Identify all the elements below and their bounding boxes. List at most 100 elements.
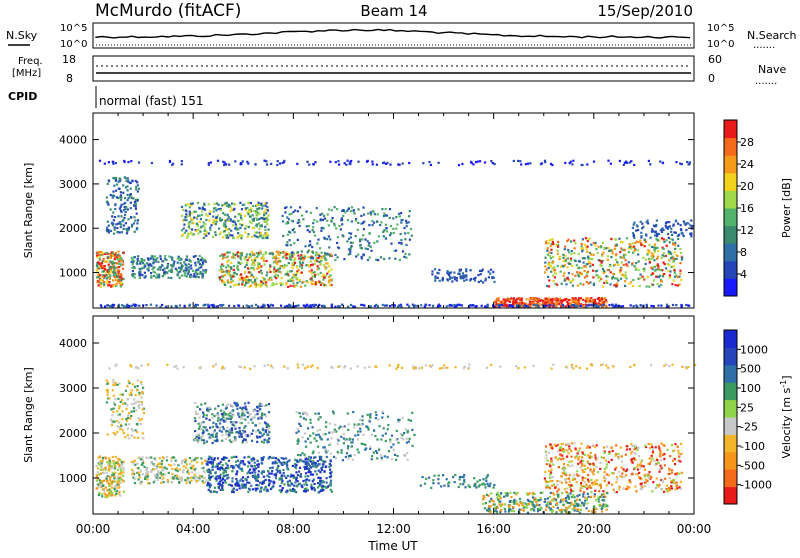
- data-cell: [187, 215, 189, 217]
- data-cell: [375, 450, 377, 452]
- data-cell: [120, 257, 122, 259]
- data-cell: [310, 212, 312, 214]
- data-cell: [193, 275, 195, 277]
- data-cell: [234, 257, 236, 259]
- data-cell: [241, 235, 243, 237]
- data-cell: [221, 467, 223, 469]
- data-cell: [227, 279, 229, 281]
- data-cell: [257, 254, 259, 256]
- data-cell: [648, 160, 650, 162]
- data-cell: [325, 433, 327, 435]
- data-cell: [252, 422, 254, 424]
- data-cell: [666, 221, 668, 223]
- data-cell: [115, 382, 117, 384]
- data-cell: [97, 484, 99, 486]
- data-cell: [190, 265, 192, 267]
- data-cell: [254, 163, 256, 165]
- data-cell: [645, 258, 647, 260]
- data-cell: [106, 480, 108, 482]
- data-cell: [648, 286, 650, 288]
- data-cell: [310, 281, 312, 283]
- data-cell: [103, 283, 105, 285]
- data-cell: [127, 398, 129, 400]
- data-cell: [561, 283, 563, 285]
- data-cell: [203, 426, 205, 428]
- data-cell: [265, 205, 267, 207]
- data-cell: [322, 446, 324, 448]
- data-cell: [586, 248, 588, 250]
- data-cell: [122, 394, 124, 396]
- data-cell: [138, 417, 140, 419]
- data-cell: [302, 259, 304, 261]
- data-cell: [230, 286, 232, 288]
- data-cell: [108, 469, 110, 471]
- data-cell: [200, 218, 202, 220]
- data-cell: [134, 220, 136, 222]
- data-cell: [381, 208, 383, 210]
- data-cell: [329, 423, 331, 425]
- data-cell: [273, 270, 275, 272]
- data-cell: [487, 304, 489, 306]
- data-cell: [168, 255, 170, 257]
- data-cell: [395, 459, 397, 461]
- data-cell: [618, 238, 620, 240]
- data-cell: [477, 274, 479, 276]
- data-cell: [312, 229, 314, 231]
- data-cell: [320, 258, 322, 260]
- data-cell: [277, 268, 279, 270]
- data-cell: [204, 223, 206, 225]
- data-cell: [103, 480, 105, 482]
- data-cell: [380, 256, 382, 258]
- data-cell: [123, 160, 125, 162]
- data-cell: [127, 208, 129, 210]
- data-cell: [134, 273, 136, 275]
- data-cell: [310, 422, 312, 424]
- data-cell: [297, 222, 299, 224]
- data-cell: [260, 490, 262, 492]
- data-cell: [114, 271, 116, 273]
- data-cell: [326, 477, 328, 479]
- data-cell: [643, 279, 645, 281]
- data-cell: [640, 232, 642, 234]
- data-cell: [273, 261, 275, 263]
- data-cell: [286, 265, 288, 267]
- data-cell: [658, 233, 660, 235]
- data-cell: [111, 487, 113, 489]
- data-cell: [292, 264, 294, 266]
- data-cell: [292, 465, 294, 467]
- data-cell: [162, 269, 164, 271]
- data-cell: [152, 468, 154, 470]
- data-cell: [160, 258, 162, 260]
- data-cell: [663, 252, 665, 254]
- data-cell: [257, 418, 259, 420]
- data-cell: [127, 177, 129, 179]
- data-cell: [317, 446, 319, 448]
- data-cell: [197, 441, 199, 443]
- data-cell: [138, 401, 140, 403]
- data-cell: [208, 232, 210, 234]
- data-cell: [116, 183, 118, 185]
- data-cell: [286, 244, 288, 246]
- data-cell: [106, 280, 108, 282]
- data-cell: [591, 304, 593, 306]
- data-cell: [145, 457, 147, 459]
- data-cell: [314, 263, 316, 265]
- data-cell: [107, 204, 109, 206]
- data-cell: [108, 397, 110, 399]
- data-cell: [352, 242, 354, 244]
- data-cell: [268, 229, 270, 231]
- data-cell: [116, 425, 118, 427]
- data-cell: [162, 469, 164, 471]
- data-cell: [562, 304, 564, 306]
- data-cell: [139, 419, 141, 421]
- data-cell: [159, 255, 161, 257]
- data-cell: [550, 245, 552, 247]
- data-cell: [357, 161, 359, 163]
- data-cell: [220, 266, 222, 268]
- data-cell: [678, 234, 680, 236]
- data-cell: [123, 305, 125, 307]
- data-cell: [238, 436, 240, 438]
- data-cell: [312, 474, 314, 476]
- data-cell: [645, 241, 647, 243]
- data-cell: [107, 391, 109, 393]
